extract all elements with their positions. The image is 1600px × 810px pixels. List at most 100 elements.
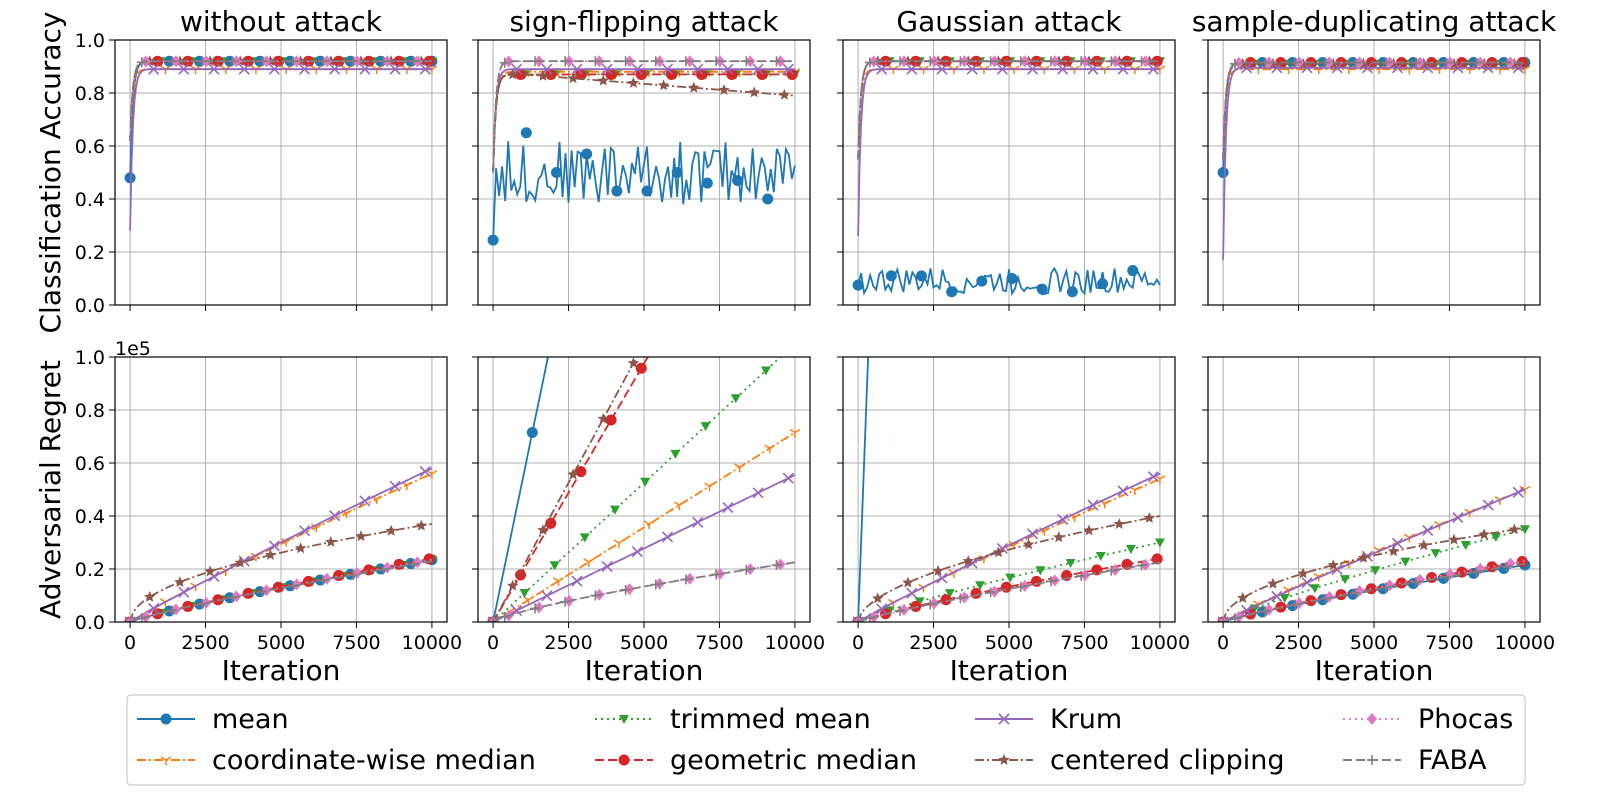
data-point <box>393 558 405 570</box>
data-point <box>1410 57 1421 68</box>
series-line-trimmed-mean <box>1222 528 1526 622</box>
data-point <box>1260 606 1271 617</box>
data-point <box>545 517 557 529</box>
y-tick-label: 0.8 <box>75 83 105 105</box>
data-point <box>1106 56 1117 67</box>
legend-item-geometric-median: geometric median <box>595 745 917 776</box>
data-point <box>1057 63 1069 75</box>
panel-title: Gaussian attack <box>896 5 1122 38</box>
y-tick-label: 0.4 <box>75 506 105 528</box>
data-point <box>488 617 499 622</box>
data-point <box>925 56 936 67</box>
data-point <box>722 502 734 514</box>
data-point <box>915 270 927 282</box>
data-point <box>1147 471 1159 483</box>
x-tick-label: 5000 <box>257 632 305 654</box>
data-point <box>1030 575 1042 587</box>
data-point <box>526 427 538 439</box>
data-point <box>778 88 791 100</box>
data-point <box>771 56 782 67</box>
data-point <box>635 362 647 374</box>
legend-item-Krum: Krum <box>975 704 1122 735</box>
data-point <box>359 495 371 507</box>
data-point <box>620 584 631 595</box>
y-tick-label: 1.0 <box>75 347 105 369</box>
plot-area <box>124 465 438 622</box>
data-point <box>786 68 798 80</box>
data-point <box>764 444 776 454</box>
data-point <box>976 275 988 287</box>
data-point <box>1271 590 1283 602</box>
legend-label: Krum <box>1050 704 1122 735</box>
data-point <box>550 167 562 178</box>
data-point <box>1053 531 1065 543</box>
data-point <box>936 63 948 75</box>
data-point <box>1151 553 1163 565</box>
data-point <box>1127 265 1139 277</box>
panel-1: 0.0 0.2 0.4 0.6 0.8 1.0 without attack Classifi… <box>34 5 448 334</box>
data-point <box>1391 537 1404 549</box>
data-point <box>1380 582 1391 593</box>
legend-marker <box>1367 755 1377 765</box>
data-point <box>124 616 136 622</box>
data-point <box>1143 512 1156 523</box>
data-point <box>1022 538 1035 550</box>
data-point <box>613 539 625 548</box>
data-point <box>1279 593 1290 603</box>
data-point <box>124 172 136 184</box>
data-point <box>389 480 401 492</box>
data-point <box>955 593 966 604</box>
data-point <box>1035 566 1046 576</box>
plot-area <box>852 357 1166 622</box>
data-point <box>760 366 771 376</box>
data-point <box>264 549 277 560</box>
markers-Krum <box>148 63 431 75</box>
data-point <box>325 536 337 547</box>
data-point <box>125 617 136 622</box>
data-point <box>962 555 974 566</box>
data-point <box>1519 525 1530 535</box>
data-point <box>906 587 918 599</box>
data-point <box>688 81 700 93</box>
data-point <box>665 68 677 80</box>
x-axis-label: Iteration <box>1315 654 1434 687</box>
series-line-Krum <box>129 68 432 231</box>
data-point <box>1129 65 1141 75</box>
data-point <box>906 63 918 75</box>
panel-title: sample-duplicating attack <box>1192 5 1557 38</box>
legend-marker <box>998 754 1010 765</box>
series-line-mean <box>857 264 1161 297</box>
data-point <box>287 56 298 67</box>
data-point <box>1147 63 1159 75</box>
data-point <box>1136 56 1147 67</box>
panel-title: sign-flipping attack <box>509 5 779 38</box>
data-point <box>1501 561 1512 572</box>
panel-frame <box>1207 39 1541 306</box>
data-point <box>661 531 674 543</box>
series-line-FABA <box>492 561 796 622</box>
data-point <box>692 63 704 75</box>
x-tick-label: 10000 <box>765 632 825 654</box>
data-point <box>1117 485 1129 497</box>
data-point <box>711 569 722 580</box>
data-point <box>1471 566 1482 577</box>
data-point <box>1065 559 1076 569</box>
data-point <box>1125 545 1136 555</box>
data-point <box>966 63 978 75</box>
x-axis-label: Iteration <box>585 654 704 687</box>
data-point <box>936 572 948 584</box>
data-point <box>1087 63 1099 75</box>
data-point <box>530 603 541 614</box>
x-tick-label: 5000 <box>620 632 668 654</box>
data-point <box>519 589 530 599</box>
x-tick-label: 0 <box>124 632 136 654</box>
data-point <box>711 56 722 67</box>
data-point <box>549 561 560 571</box>
data-point <box>148 63 160 75</box>
data-point <box>1501 57 1512 68</box>
x-tick-label: 10000 <box>402 632 462 654</box>
data-point <box>704 482 715 492</box>
data-point <box>1113 518 1125 529</box>
data-point <box>992 546 1005 558</box>
